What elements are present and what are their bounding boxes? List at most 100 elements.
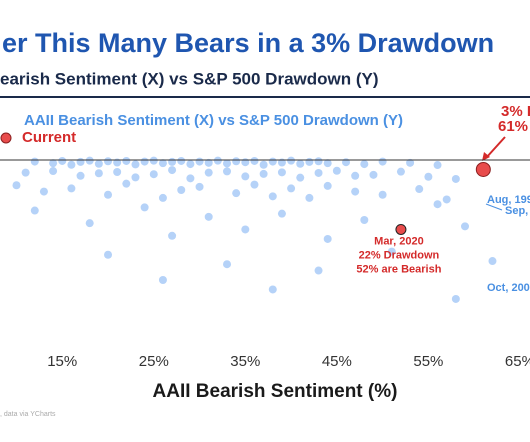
point — [186, 174, 195, 183]
point — [296, 159, 305, 168]
point — [186, 160, 195, 169]
point — [104, 190, 113, 199]
point — [451, 294, 460, 303]
point — [168, 231, 177, 240]
point — [378, 190, 387, 199]
point — [424, 172, 433, 181]
point — [259, 169, 268, 178]
x-tick-label: 45% — [322, 353, 352, 370]
source: , data via YCharts — [0, 411, 56, 418]
point — [113, 158, 122, 167]
point — [122, 179, 131, 188]
point — [305, 157, 314, 166]
point — [149, 170, 158, 179]
point — [104, 157, 113, 166]
point — [140, 203, 149, 212]
point — [360, 160, 369, 169]
point — [332, 166, 341, 175]
point — [250, 156, 259, 165]
point — [314, 157, 323, 166]
point — [287, 184, 296, 193]
point — [58, 156, 67, 165]
legend-marker — [0, 132, 12, 144]
point — [314, 168, 323, 177]
point — [369, 170, 378, 179]
point — [433, 200, 442, 209]
point — [223, 167, 232, 176]
point — [232, 189, 241, 198]
point — [131, 173, 140, 182]
point — [30, 157, 39, 166]
annotation: Oct, 200 — [487, 282, 530, 294]
point — [277, 158, 286, 167]
point — [223, 260, 232, 269]
point — [305, 193, 314, 202]
point — [67, 160, 76, 169]
highlight-label: Mar, 2020 — [374, 235, 424, 247]
x-tick-label: 55% — [413, 353, 443, 370]
chart-subtitle: earish Sentiment (X) vs S&P 500 Drawdown… — [0, 69, 379, 88]
point — [461, 222, 470, 231]
point — [140, 157, 149, 166]
legend-label: Current — [22, 129, 76, 146]
point — [442, 195, 451, 204]
annotation-arrow — [485, 136, 506, 159]
point — [131, 160, 140, 169]
point — [396, 167, 405, 176]
point — [168, 157, 177, 166]
annotation: 61% — [498, 118, 528, 135]
highlight-point — [395, 223, 407, 235]
x-tick-label: 35% — [230, 353, 260, 370]
point — [351, 171, 360, 180]
point — [49, 167, 58, 176]
point — [76, 171, 85, 180]
point — [113, 168, 122, 176]
point — [451, 174, 460, 183]
legend-label: AAII Bearish Sentiment (X) vs S&P 500 Dr… — [24, 112, 403, 129]
point — [241, 172, 250, 181]
chart-title: er This Many Bears in a 3% Drawdown — [2, 28, 494, 58]
highlight-label: 22% Drawdown — [359, 249, 440, 261]
point — [30, 206, 39, 215]
annotation-arrowhead — [482, 152, 490, 161]
annotation: Aug, 199 — [487, 194, 530, 206]
point — [94, 159, 103, 168]
point — [76, 157, 85, 166]
point — [323, 234, 332, 243]
point — [85, 219, 94, 228]
point — [250, 180, 259, 189]
point — [433, 161, 442, 170]
point — [323, 159, 332, 168]
point — [360, 216, 369, 224]
point — [67, 184, 76, 193]
point — [195, 182, 204, 191]
point — [39, 187, 48, 196]
point — [177, 186, 186, 194]
point — [158, 193, 167, 202]
point — [488, 257, 497, 266]
point — [268, 192, 277, 201]
point — [49, 159, 58, 168]
point — [268, 157, 277, 166]
x-tick-label: 15% — [47, 353, 77, 370]
annotation: Sep, — [505, 205, 528, 217]
point — [168, 166, 177, 175]
point — [158, 159, 167, 168]
point — [85, 156, 94, 165]
point — [259, 160, 268, 169]
point — [12, 181, 21, 190]
annotation: 3% I — [501, 103, 530, 120]
point — [94, 169, 103, 178]
point — [241, 158, 250, 167]
point — [342, 158, 351, 167]
point — [387, 247, 396, 256]
point — [287, 156, 296, 165]
x-tick-label: 25% — [139, 353, 169, 370]
point — [104, 250, 113, 259]
point — [268, 285, 277, 294]
point — [406, 158, 415, 167]
point — [223, 159, 232, 168]
point — [241, 225, 250, 234]
point — [351, 187, 360, 196]
